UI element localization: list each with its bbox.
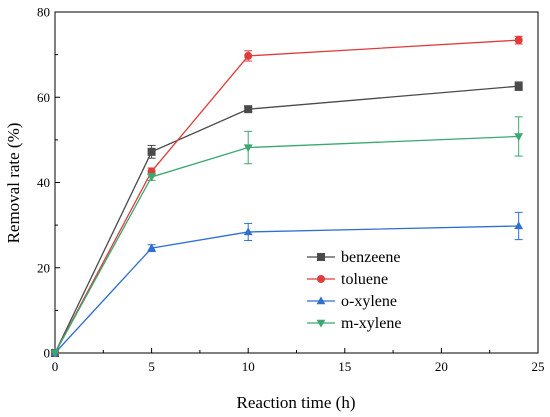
legend-item-toluene: toluene: [307, 271, 388, 288]
series-m-xylene: [50, 116, 524, 358]
series-o-xylene: [50, 211, 524, 357]
legend-marker: [317, 253, 325, 261]
x-tick-label: 25: [532, 359, 545, 374]
y-tick-label: 40: [37, 175, 50, 190]
x-tick-label: 5: [148, 359, 155, 374]
data-point: [147, 173, 156, 182]
x-tick-label: 10: [242, 359, 255, 374]
legend-label: m-xylene: [341, 315, 401, 332]
y-tick-label: 0: [44, 346, 51, 361]
x-axis-title: Reaction time (h): [237, 393, 356, 412]
series-line: [54, 135, 519, 354]
y-tick-label: 80: [37, 5, 50, 20]
data-point: [244, 51, 253, 60]
data-point: [244, 105, 253, 114]
data-point: [514, 36, 523, 45]
legend: benzeene toluene o-xylene m-xylene: [307, 249, 401, 332]
legend-item-benzeene: benzeene: [307, 249, 401, 266]
data-point: [50, 349, 60, 358]
data-point: [514, 82, 523, 91]
x-tick-label: 0: [52, 359, 59, 374]
x-tick-label: 20: [435, 359, 448, 374]
axis-ticks: 0 5 10 15 20 25 0 20 40 60 80: [37, 5, 545, 375]
legend-label: benzeene: [341, 249, 401, 266]
legend-item-o-xylene: o-xylene: [307, 293, 397, 310]
data-point: [514, 221, 524, 230]
series-layer: [50, 35, 524, 358]
series-line: [54, 85, 519, 354]
legend-label: toluene: [341, 271, 388, 288]
legend-marker: [316, 296, 326, 305]
legend-marker: [316, 319, 326, 328]
x-tick-label: 15: [338, 359, 351, 374]
data-point: [514, 133, 524, 142]
series-line: [54, 39, 519, 354]
legend-marker: [317, 275, 325, 283]
series-toluene: [51, 35, 523, 357]
data-point: [147, 147, 156, 156]
series-line: [54, 225, 519, 354]
plot-frame: [54, 11, 539, 354]
data-point: [243, 227, 253, 236]
legend-item-m-xylene: m-xylene: [307, 315, 401, 332]
y-tick-label: 60: [37, 90, 50, 105]
legend-label: o-xylene: [341, 293, 397, 310]
data-point: [147, 243, 156, 252]
y-tick-label: 20: [37, 260, 50, 275]
series-benzeene: [51, 81, 523, 357]
y-axis-title: Removal rate (%): [4, 123, 23, 244]
data-point: [243, 144, 253, 153]
